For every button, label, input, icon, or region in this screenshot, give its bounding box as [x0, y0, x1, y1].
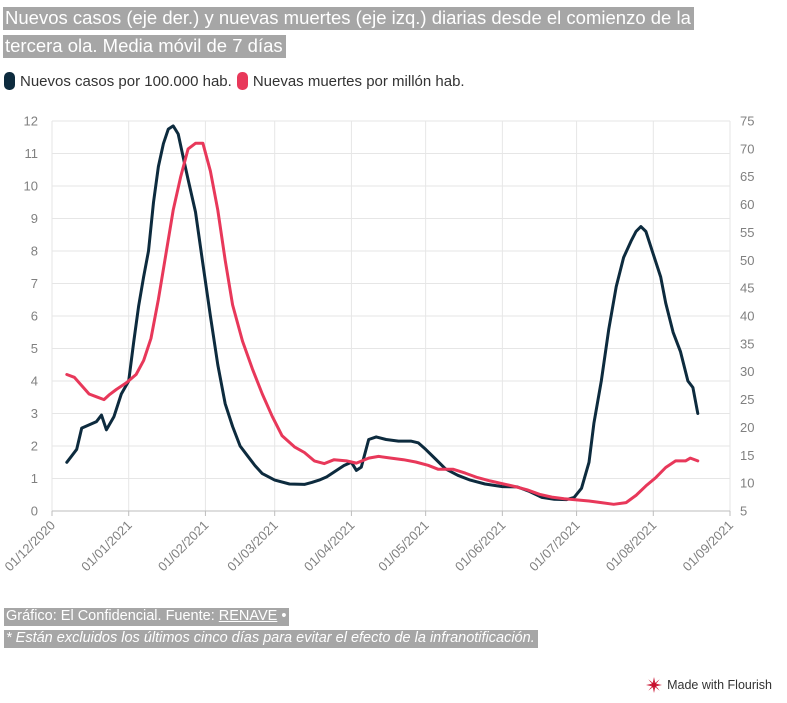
- y-right-tick-label: 60: [740, 197, 754, 212]
- series-line-cases: [65, 124, 700, 502]
- x-tick-label: 01/03/2021: [224, 518, 281, 575]
- y-left-tick-label: 9: [31, 211, 38, 226]
- x-tick-label: 01/04/2021: [301, 518, 358, 575]
- source-suffix: •: [277, 608, 287, 624]
- x-tick-label: 01/05/2021: [375, 518, 432, 575]
- series-line-deaths: [65, 141, 700, 506]
- legend-label-deaths: Nuevas muertes por millón hab.: [252, 72, 465, 90]
- y-left-tick-label: 12: [24, 114, 38, 129]
- y-left-tick-label: 8: [31, 244, 38, 259]
- chart-legend: Nuevos casos por 100.000 hab. Nuevas mue…: [4, 72, 470, 90]
- y-right-tick-label: 10: [740, 476, 754, 491]
- y-left-tick-label: 0: [31, 504, 38, 519]
- chart-footer: Gráfico: El Confidencial. Fuente: RENAVE…: [4, 605, 538, 649]
- x-tick-label: 01/06/2021: [452, 518, 509, 575]
- y-left-tick-label: 5: [31, 341, 38, 356]
- y-right-tick-label: 45: [740, 281, 754, 296]
- chart-title-line-1: Nuevos casos (eje der.) y nuevas muertes…: [3, 7, 694, 30]
- x-tick-label: 01/02/2021: [155, 518, 212, 575]
- y-right-tick-label: 25: [740, 392, 754, 407]
- y-right-tick-label: 15: [740, 448, 754, 463]
- x-tick-label: 01/01/2021: [78, 518, 135, 575]
- x-tick-label: 01/07/2021: [526, 518, 583, 575]
- y-left-tick-label: 1: [31, 471, 38, 486]
- legend-swatch-deaths: [236, 72, 248, 90]
- legend-item-cases[interactable]: Nuevos casos por 100.000 hab.: [4, 72, 232, 90]
- y-left-tick-label: 11: [25, 146, 39, 161]
- source-line: Gráfico: El Confidencial. Fuente: RENAVE…: [4, 608, 290, 626]
- y-right-tick-label: 30: [740, 364, 754, 379]
- y-left-tick-label: 2: [31, 439, 38, 454]
- legend-label-cases: Nuevos casos por 100.000 hab.: [20, 72, 232, 90]
- y-right-tick-label: 20: [740, 420, 754, 435]
- y-right-tick-label: 35: [740, 336, 754, 351]
- chart-title: Nuevos casos (eje der.) y nuevas muertes…: [3, 4, 723, 60]
- y-right-tick-label: 40: [740, 309, 754, 324]
- legend-item-deaths[interactable]: Nuevas muertes por millón hab.: [236, 72, 465, 90]
- y-left-tick-label: 10: [24, 179, 38, 194]
- y-left-tick-label: 7: [31, 276, 38, 291]
- y-right-tick-label: 65: [740, 169, 754, 184]
- footnote: * Están excluidos los últimos cinco días…: [4, 630, 538, 648]
- source-prefix: Gráfico: El Confidencial. Fuente:: [6, 608, 219, 624]
- y-right-tick-label: 50: [740, 253, 754, 268]
- x-tick-label: 01/12/2020: [1, 518, 58, 575]
- flourish-branding[interactable]: Made with Flourish: [646, 677, 772, 693]
- y-left-tick-label: 6: [31, 309, 38, 324]
- chart-title-line-2: tercera ola. Media móvil de 7 días: [3, 35, 286, 58]
- x-tick-label: 01/09/2021: [679, 518, 736, 575]
- y-right-tick-label: 55: [740, 225, 754, 240]
- y-right-tick-label: 70: [740, 141, 754, 156]
- source-link[interactable]: RENAVE: [218, 608, 278, 624]
- x-tick-label: 01/08/2021: [603, 518, 660, 575]
- line-chart: 0123456789101112510152025303540455055606…: [1, 114, 754, 575]
- y-left-tick-label: 4: [31, 374, 38, 389]
- legend-swatch-cases: [4, 72, 15, 90]
- flourish-label: Made with Flourish: [667, 678, 772, 692]
- flourish-logo-icon: [646, 677, 663, 693]
- y-right-tick-label: 5: [740, 504, 747, 519]
- y-right-tick-label: 75: [740, 114, 754, 129]
- y-left-tick-label: 3: [31, 406, 38, 421]
